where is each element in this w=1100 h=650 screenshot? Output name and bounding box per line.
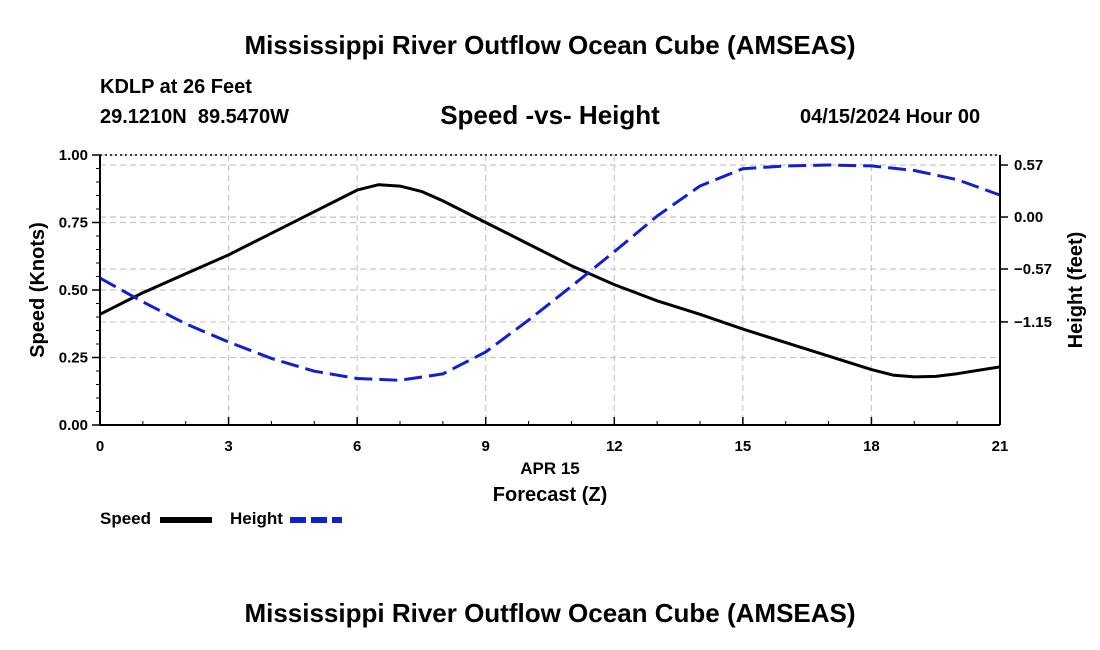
y-tick-label-left: 1.00 — [59, 147, 88, 164]
axes: 0 3 6 9 12 15 18 21 0.00 0.25 0.50 0.75 1.00 0.57 0.00… — [59, 147, 1052, 455]
chart-subtitle: Speed -vs- Height — [440, 100, 660, 130]
x-tick-label: 12 — [606, 438, 623, 455]
footer-title: Mississippi River Outflow Ocean Cube (AM… — [244, 598, 856, 628]
x-tick-label: 15 — [735, 438, 752, 455]
y-tick-label-left: 0.25 — [59, 350, 88, 367]
station-label: KDLP at 26 Feet — [100, 76, 252, 98]
y-tick-label-left: 0.00 — [59, 417, 88, 434]
legend-height-label: Height — [230, 509, 283, 528]
legend-speed-label: Speed — [100, 509, 152, 528]
x-axis-title: Forecast (Z) — [493, 484, 607, 506]
y-tick-label-right: 0.00 — [1014, 209, 1043, 226]
y-tick-label-right: −1.15 — [1014, 314, 1052, 331]
y-axis-right-title: Height (feet) — [1065, 232, 1087, 349]
series-layer — [99, 163, 1001, 382]
x-tick-label: 3 — [224, 438, 232, 455]
x-tick-label: 0 — [96, 438, 104, 455]
y-tick-label-right: 0.57 — [1014, 157, 1043, 174]
x-tick-label: 18 — [863, 438, 880, 455]
chart-main-title: Mississippi River Outflow Ocean Cube (AM… — [244, 30, 856, 60]
grid — [100, 154, 1000, 425]
y-axis-left-title: Speed (Knots) — [27, 222, 49, 358]
x-tick-label: 9 — [482, 438, 490, 455]
x-tick-label: 6 — [353, 438, 361, 455]
forecast-datetime: 04/15/2024 Hour 00 — [800, 106, 981, 128]
series-line-speed — [99, 183, 1001, 379]
x-tick-label: 21 — [992, 438, 1009, 455]
y-tick-label-left: 0.50 — [59, 282, 88, 299]
station-coordinates: 29.1210N 89.5470W — [100, 106, 290, 128]
y-tick-label-left: 0.75 — [59, 215, 88, 232]
y-tick-label-right: −0.57 — [1014, 261, 1052, 278]
axis-labels: APR 15 Forecast (Z) Speed (Knots) Height… — [27, 222, 1087, 506]
x-axis-date-label: APR 15 — [520, 459, 580, 478]
series-line-height — [99, 163, 1001, 382]
